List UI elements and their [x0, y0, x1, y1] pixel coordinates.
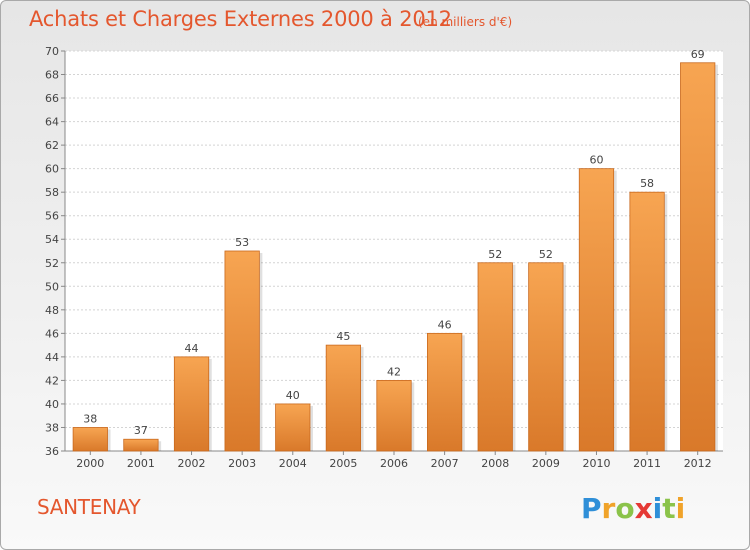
y-tick-label: 36 — [45, 445, 59, 458]
y-tick-label: 60 — [45, 163, 59, 176]
data-label: 46 — [438, 318, 452, 331]
data-label: 60 — [589, 154, 603, 167]
x-tick-label: 2010 — [582, 457, 610, 470]
svg-text:Proxiti: Proxiti — [581, 492, 685, 525]
y-tick-label: 54 — [45, 233, 59, 246]
data-label: 52 — [488, 248, 502, 261]
bar-2011 — [629, 191, 665, 452]
data-label: 52 — [539, 248, 553, 261]
data-label: 44 — [185, 342, 199, 355]
y-tick-label: 56 — [45, 210, 59, 223]
x-tick-label: 2009 — [532, 457, 560, 470]
x-tick-label: 2002 — [178, 457, 206, 470]
y-tick-label: 38 — [45, 421, 59, 434]
bar-2006 — [376, 380, 412, 452]
data-label: 38 — [83, 412, 97, 425]
x-tick-label: 2011 — [633, 457, 661, 470]
data-label: 37 — [134, 424, 148, 437]
y-tick-label: 40 — [45, 398, 59, 411]
x-tick-label: 2007 — [431, 457, 459, 470]
bar-2002 — [173, 356, 210, 452]
x-tick-label: 2005 — [329, 457, 357, 470]
data-label: 69 — [691, 48, 705, 61]
bar-2010 — [578, 168, 615, 452]
chart-subtitle: (en milliers d'€) — [418, 15, 513, 29]
data-label: 42 — [387, 365, 401, 378]
y-tick-label: 64 — [45, 116, 59, 129]
y-tick-label: 58 — [45, 186, 59, 199]
y-tick-label: 42 — [45, 374, 59, 387]
bar-2001 — [123, 438, 159, 452]
bar-2005 — [325, 344, 361, 452]
bar-2007 — [427, 332, 463, 452]
x-tick-label: 2004 — [279, 457, 307, 470]
place-name: SANTENAY — [37, 495, 141, 519]
y-tick-label: 70 — [45, 45, 59, 58]
data-label: 58 — [640, 177, 654, 190]
y-tick-label: 62 — [45, 139, 59, 152]
bar-2009 — [528, 262, 564, 452]
x-tick-label: 2000 — [76, 457, 104, 470]
bar-2008 — [477, 262, 513, 452]
x-tick-label: 2008 — [481, 457, 509, 470]
y-tick-label: 46 — [45, 327, 59, 340]
x-tick-label: 2001 — [127, 457, 155, 470]
x-tick-label: 2003 — [228, 457, 256, 470]
chart-title: Achats et Charges Externes 2000 à 2012 — [29, 7, 452, 31]
bar-2012 — [680, 62, 716, 452]
y-tick-label: 50 — [45, 280, 59, 293]
y-tick-label: 48 — [45, 304, 59, 317]
y-tick-label: 44 — [45, 351, 59, 364]
bar-2003 — [224, 250, 260, 452]
y-tick-label: 68 — [45, 69, 59, 82]
data-label: 53 — [235, 236, 249, 249]
y-tick-label: 52 — [45, 257, 59, 270]
proxiti-logo: Proxiti — [581, 492, 685, 525]
data-label: 45 — [336, 330, 350, 343]
x-tick-label: 2006 — [380, 457, 408, 470]
data-label: 40 — [286, 389, 300, 402]
x-tick-label: 2012 — [684, 457, 712, 470]
bar-2004 — [275, 403, 311, 452]
bar-2000 — [72, 427, 108, 452]
y-tick-label: 66 — [45, 92, 59, 105]
